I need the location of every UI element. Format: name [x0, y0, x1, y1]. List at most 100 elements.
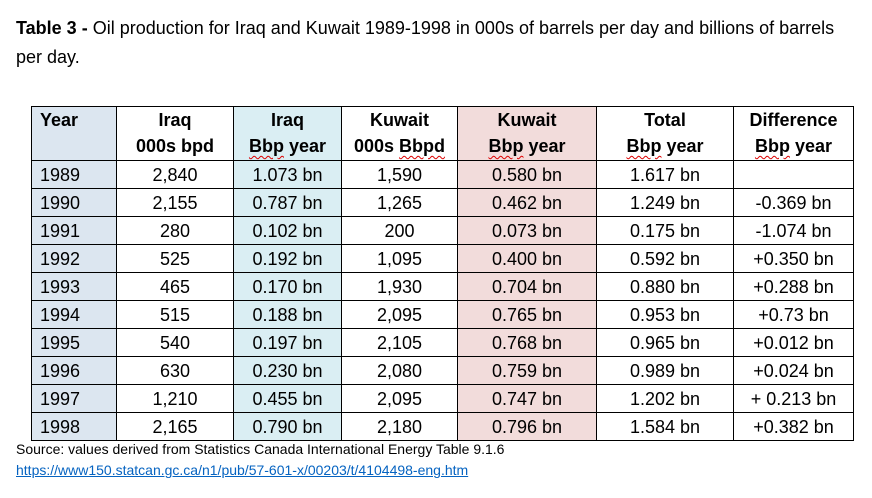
table-cell: 280	[116, 216, 234, 245]
table-cell: 1,930	[341, 272, 458, 301]
table-cell: 0.796 bn	[457, 412, 597, 441]
table-row: 1990 2,155 0.787 bn 1,265 0.462 bn 1.249 bn -0…	[31, 188, 854, 217]
table-cell: 525	[116, 244, 234, 273]
table-cell: +0.350 bn	[733, 244, 854, 273]
column-header: Kuwait 000s Bbpd	[341, 106, 458, 161]
table-cell: + 0.213 bn	[733, 384, 854, 413]
header-line-1: Total	[644, 110, 686, 130]
table-cell: 1996	[31, 356, 117, 385]
header-line-2: Bbp year	[248, 136, 327, 156]
table-row: 1993 465 0.170 bn 1,930 0.704 bn 0.880 bn +0.2…	[31, 272, 854, 301]
table-cell: 1990	[31, 188, 117, 217]
table-cell: 1,210	[116, 384, 234, 413]
table-cell: 0.462 bn	[457, 188, 597, 217]
table-cell: +0.382 bn	[733, 412, 854, 441]
table-cell: 2,095	[341, 300, 458, 329]
table-cell: 1,265	[341, 188, 458, 217]
table-cell: 2,155	[116, 188, 234, 217]
table-cell: 515	[116, 300, 234, 329]
table-row: 1996 630 0.230 bn 2,080 0.759 bn 0.989 bn +0.0…	[31, 356, 854, 385]
table-cell	[733, 160, 854, 189]
table-cell: +0.024 bn	[733, 356, 854, 385]
table-cell: 0.787 bn	[233, 188, 342, 217]
table-cell: 0.580 bn	[457, 160, 597, 189]
header-line-2: 000s bpd	[135, 136, 215, 156]
header-row: Year Iraq 000s bpd Iraq Bbp year Kuwait 000s B…	[31, 106, 854, 161]
header-line-1: Kuwait	[497, 110, 557, 130]
table-cell: -0.369 bn	[733, 188, 854, 217]
table-cell: 0.790 bn	[233, 412, 342, 441]
table-cell: 0.765 bn	[457, 300, 597, 329]
oil-production-table: Year Iraq 000s bpd Iraq Bbp year Kuwait 000s B…	[31, 106, 854, 441]
column-header: Kuwait Bbp year	[457, 106, 597, 161]
table-row: 1992 525 0.192 bn 1,095 0.400 bn 0.592 bn +0.3…	[31, 244, 854, 273]
table-cell: 0.592 bn	[596, 244, 734, 273]
table-cell: 0.175 bn	[596, 216, 734, 245]
table-cell: 2,840	[116, 160, 234, 189]
column-header: Total Bbp year	[596, 106, 734, 161]
header-line-2: Bbp year	[488, 136, 566, 156]
table-cell: 2,095	[341, 384, 458, 413]
table-cell: 0.400 bn	[457, 244, 597, 273]
table-cell: 2,105	[341, 328, 458, 357]
table-cell: 0.455 bn	[233, 384, 342, 413]
header-line-1: Difference	[749, 110, 838, 130]
table-cell: 540	[116, 328, 234, 357]
table-cell: 2,180	[341, 412, 458, 441]
table-cell: 1989	[31, 160, 117, 189]
table-cell: 465	[116, 272, 234, 301]
column-header: Difference Bbp year	[733, 106, 854, 161]
title-text: Oil production for Iraq and Kuwait 1989-…	[16, 18, 835, 67]
column-header: Year	[31, 106, 117, 161]
table-cell: 200	[341, 216, 458, 245]
table-cell: 1993	[31, 272, 117, 301]
header-line-1: Year	[40, 110, 79, 130]
title-label: Table 3 -	[16, 18, 88, 38]
table-cell: 630	[116, 356, 234, 385]
table-cell: 2,080	[341, 356, 458, 385]
table-cell: 1.584 bn	[596, 412, 734, 441]
table-cell: 0.197 bn	[233, 328, 342, 357]
header-line-1: Iraq	[158, 110, 192, 130]
table-cell: 0.989 bn	[596, 356, 734, 385]
table-cell: 0.192 bn	[233, 244, 342, 273]
header-line-2: Bbp year	[626, 136, 704, 156]
table-cell: 0.102 bn	[233, 216, 342, 245]
table-cell: 0.704 bn	[457, 272, 597, 301]
table-title: Table 3 - Oil production for Iraq and Ku…	[16, 14, 836, 72]
table-row: 1989 2,840 1.073 bn 1,590 0.580 bn 1.617 bn	[31, 160, 854, 189]
table-cell: +0.288 bn	[733, 272, 854, 301]
table-cell: 1.073 bn	[233, 160, 342, 189]
table-cell: 1992	[31, 244, 117, 273]
header-line-2: 000s Bbpd	[353, 136, 446, 156]
table-cell: 1994	[31, 300, 117, 329]
table-cell: 1.202 bn	[596, 384, 734, 413]
table-cell: 0.230 bn	[233, 356, 342, 385]
table-cell: 0.747 bn	[457, 384, 597, 413]
table-row: 1997 1,210 0.455 bn 2,095 0.747 bn 1.202 bn + …	[31, 384, 854, 413]
table-cell: 1997	[31, 384, 117, 413]
table-row: 1994 515 0.188 bn 2,095 0.765 bn 0.953 bn +0.7…	[31, 300, 854, 329]
table-cell: 1.249 bn	[596, 188, 734, 217]
header-line-1: Kuwait	[369, 110, 429, 130]
table-cell: 1,095	[341, 244, 458, 273]
source-note: Source: values derived from Statistics C…	[16, 441, 505, 457]
table-cell: 0.073 bn	[457, 216, 597, 245]
table-cell: 1991	[31, 216, 117, 245]
table-row: 1998 2,165 0.790 bn 2,180 0.796 bn 1.584 bn +0…	[31, 412, 854, 441]
table-cell: -1.074 bn	[733, 216, 854, 245]
table-cell: 0.965 bn	[596, 328, 734, 357]
table-row: 1991 280 0.102 bn 200 0.073 bn 0.175 bn -1.074…	[31, 216, 854, 245]
table-cell: 1,590	[341, 160, 458, 189]
table-cell: 0.768 bn	[457, 328, 597, 357]
table-cell: 1995	[31, 328, 117, 357]
table-cell: 0.188 bn	[233, 300, 342, 329]
table-cell: 1.617 bn	[596, 160, 734, 189]
table-cell: 0.880 bn	[596, 272, 734, 301]
table-cell: +0.73 bn	[733, 300, 854, 329]
table-cell: 0.170 bn	[233, 272, 342, 301]
header-line-2: Bbp year	[754, 136, 833, 156]
table-cell: 2,165	[116, 412, 234, 441]
source-link[interactable]: https://www150.statcan.gc.ca/n1/pub/57-6…	[16, 462, 469, 478]
table-cell: 0.953 bn	[596, 300, 734, 329]
